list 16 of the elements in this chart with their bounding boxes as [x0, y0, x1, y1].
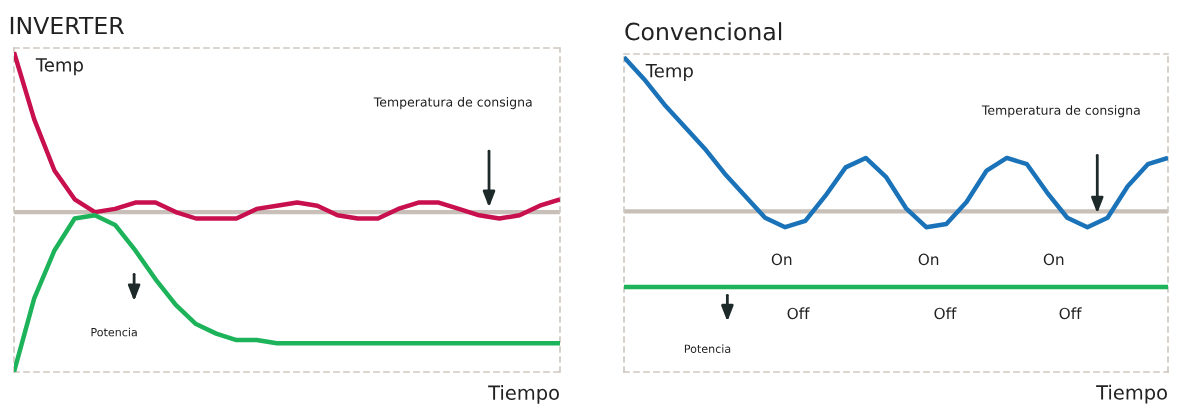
annotation: Off	[787, 307, 810, 320]
y-axis-title: Temp	[35, 58, 83, 76]
annotation: On	[1043, 253, 1064, 266]
x-axis-title: Tiempo	[488, 384, 559, 404]
chart-title: Convencional	[625, 22, 782, 41]
annotation: Potencia	[91, 327, 137, 337]
annotation: Temperatura de consigna	[981, 105, 1140, 118]
annotation: On	[918, 253, 939, 266]
y-axis-title: Temp	[645, 64, 693, 82]
annotation: Potencia	[684, 344, 731, 353]
annotation: On	[771, 253, 792, 266]
chart-title: INVERTER	[10, 16, 124, 35]
annotation: Off	[934, 307, 957, 320]
annotation: Temperatura de consigna	[373, 97, 532, 110]
annotation: Off	[1059, 307, 1082, 320]
x-axis-title: Tiempo	[1096, 384, 1167, 404]
